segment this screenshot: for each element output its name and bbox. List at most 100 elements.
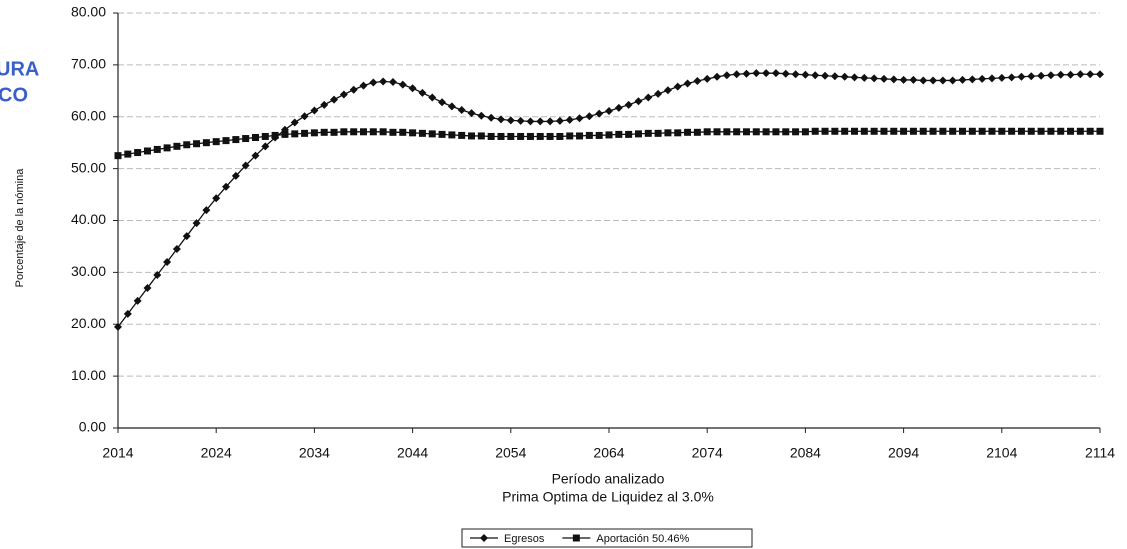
marker: [261, 132, 269, 140]
marker: [987, 74, 996, 83]
marker: [300, 112, 309, 121]
stamp-text: CO: [0, 84, 28, 106]
marker: [320, 128, 328, 136]
marker: [114, 322, 122, 331]
marker: [340, 128, 348, 136]
marker: [212, 138, 220, 146]
marker: [899, 75, 908, 84]
marker: [958, 75, 967, 84]
marker: [1096, 70, 1104, 79]
marker: [860, 127, 868, 135]
marker: [929, 127, 937, 135]
marker: [572, 534, 580, 542]
marker: [654, 129, 662, 137]
marker: [1037, 127, 1045, 135]
marker: [831, 127, 839, 135]
marker: [575, 114, 584, 123]
marker: [261, 142, 270, 151]
marker: [153, 145, 161, 153]
marker: [448, 131, 456, 139]
marker: [458, 131, 466, 139]
marker: [143, 147, 151, 155]
marker: [742, 128, 750, 136]
marker: [133, 296, 142, 305]
y-tick-label: 50.00: [71, 159, 106, 175]
marker: [791, 70, 800, 79]
marker: [1017, 127, 1025, 135]
marker: [480, 534, 488, 542]
marker: [360, 128, 367, 136]
marker: [310, 106, 319, 115]
y-tick-label: 10.00: [71, 367, 106, 383]
marker: [615, 130, 623, 138]
marker: [1008, 127, 1016, 135]
marker: [693, 128, 701, 136]
marker: [212, 194, 221, 203]
marker: [447, 102, 456, 111]
marker: [418, 88, 427, 97]
marker: [988, 127, 996, 135]
x-tick-label: 2044: [397, 445, 428, 461]
marker: [938, 76, 947, 85]
marker: [182, 232, 191, 241]
marker: [949, 127, 957, 135]
marker: [290, 118, 299, 127]
marker: [487, 113, 496, 122]
marker: [428, 93, 437, 102]
marker: [202, 206, 211, 215]
marker: [496, 115, 505, 124]
marker: [703, 128, 711, 136]
x-tick-label: 2054: [495, 445, 526, 461]
y-tick-label: 40.00: [71, 211, 106, 227]
marker: [1086, 70, 1095, 79]
marker: [497, 132, 505, 140]
x-tick-label: 2014: [102, 445, 133, 461]
marker: [330, 128, 338, 136]
marker: [143, 283, 152, 292]
marker: [879, 74, 888, 83]
marker: [713, 128, 721, 136]
marker: [1096, 127, 1104, 135]
marker: [585, 112, 594, 121]
marker: [968, 127, 976, 135]
marker: [605, 107, 613, 116]
marker: [134, 149, 142, 157]
marker: [192, 219, 201, 228]
marker: [585, 131, 593, 139]
legend-box: [461, 528, 753, 548]
marker: [398, 80, 407, 89]
marker: [919, 127, 927, 135]
marker: [163, 144, 171, 152]
x-tick-label: 2104: [986, 445, 1017, 461]
marker: [477, 111, 486, 120]
marker: [939, 127, 947, 135]
marker: [1046, 71, 1055, 80]
marker: [546, 132, 554, 140]
marker: [997, 73, 1006, 82]
marker: [1067, 127, 1075, 135]
x-tick-label: 2074: [692, 445, 723, 461]
x-axis-label: Período analizado: [552, 471, 665, 487]
marker: [1066, 70, 1075, 79]
marker: [173, 142, 181, 150]
marker: [359, 81, 368, 90]
marker: [183, 141, 191, 149]
marker: [418, 129, 426, 137]
marker: [840, 72, 849, 81]
marker: [251, 134, 259, 141]
marker: [742, 69, 751, 78]
marker: [124, 150, 132, 158]
marker: [232, 136, 240, 144]
marker: [890, 127, 898, 135]
marker: [123, 309, 132, 318]
y-tick-label: 70.00: [71, 56, 106, 72]
x-tick-label: 2114: [1085, 445, 1115, 461]
marker: [644, 129, 652, 137]
marker: [909, 127, 917, 135]
marker: [114, 152, 122, 160]
marker: [693, 76, 702, 85]
marker: [634, 97, 643, 106]
marker: [1037, 71, 1046, 80]
marker: [172, 245, 181, 254]
x-tick-label: 2084: [790, 445, 821, 461]
